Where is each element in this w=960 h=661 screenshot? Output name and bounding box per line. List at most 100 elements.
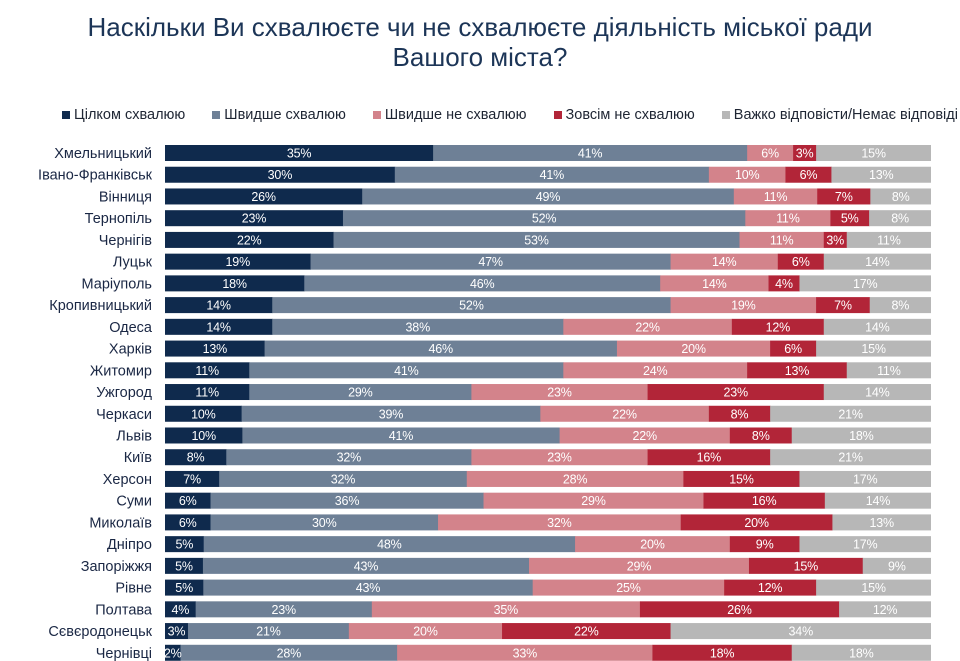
value-number: 8 bbox=[892, 299, 899, 313]
value-label: 11% bbox=[195, 364, 219, 378]
value-label: 12% bbox=[766, 320, 791, 334]
category-label: Львів bbox=[116, 428, 152, 444]
bar-segment-rather-approve bbox=[394, 166, 710, 183]
value-suffix: % bbox=[171, 646, 182, 660]
value-label: 8% bbox=[892, 190, 910, 204]
category-label: Вінниця bbox=[99, 189, 152, 205]
value-number: 15 bbox=[861, 581, 875, 595]
legend-label-rather-approve: Швидше схвалюю bbox=[224, 107, 346, 123]
value-number: 52 bbox=[459, 299, 473, 313]
value-number: 29 bbox=[627, 559, 641, 573]
value-number: 4 bbox=[775, 277, 782, 291]
bar-row: Миколаїв 6% 30% 32% 20% 13% bbox=[89, 514, 931, 531]
value-label: 41% bbox=[540, 168, 565, 182]
value-suffix: % bbox=[867, 472, 878, 486]
value-label: 47% bbox=[478, 255, 503, 269]
bar-segment-rather-approve bbox=[304, 275, 661, 292]
value-suffix: % bbox=[791, 342, 802, 356]
bar-segment-rather-disapprove bbox=[559, 427, 731, 444]
value-number: 7 bbox=[183, 472, 190, 486]
value-suffix: % bbox=[220, 299, 231, 313]
value-number: 36 bbox=[335, 494, 349, 508]
value-number: 5 bbox=[175, 581, 182, 595]
value-suffix: % bbox=[863, 646, 874, 660]
value-label: 18% bbox=[222, 277, 247, 291]
value-number: 29 bbox=[581, 494, 595, 508]
value-suffix: % bbox=[300, 147, 311, 161]
value-number: 11 bbox=[195, 364, 208, 378]
value-number: 11 bbox=[764, 190, 777, 204]
value-label: 14% bbox=[206, 320, 231, 334]
value-suffix: % bbox=[867, 538, 878, 552]
value-label: 32% bbox=[337, 451, 362, 465]
value-label: 8% bbox=[187, 451, 205, 465]
value-suffix: % bbox=[852, 451, 863, 465]
bar-segment-fully-approve bbox=[165, 427, 243, 444]
value-suffix: % bbox=[174, 625, 185, 639]
bar-segment-rather-approve bbox=[203, 536, 576, 553]
bar-segment-fully-disapprove bbox=[729, 427, 793, 444]
value-number: 32 bbox=[331, 472, 345, 486]
value-suffix: % bbox=[526, 646, 537, 660]
category-label: Чернівці bbox=[96, 646, 152, 661]
bar-segment-rather-disapprove bbox=[540, 405, 710, 422]
value-label: 8% bbox=[892, 299, 910, 313]
bar-row: Дніпро 5% 48% 20% 9% 17% bbox=[107, 536, 931, 553]
value-number: 20 bbox=[413, 625, 427, 639]
legend-item-hard-to-say: Важко відповісти/Немає відповіді bbox=[721, 107, 958, 123]
value-label: 8% bbox=[731, 407, 749, 421]
bar-segment-rather-disapprove bbox=[483, 492, 704, 509]
category-label: Ужгород bbox=[96, 385, 152, 401]
bar-segment-fully-approve bbox=[165, 384, 250, 401]
chart-legend: Цілком схвалюю Швидше схвалюю Швидше не … bbox=[62, 107, 958, 123]
value-number: 13 bbox=[785, 364, 799, 378]
bar-segment-rather-disapprove bbox=[708, 166, 786, 183]
legend-swatch-fully-disapprove bbox=[553, 111, 562, 119]
value-label: 41% bbox=[389, 429, 414, 443]
value-label: 13% bbox=[869, 516, 894, 530]
value-suffix: % bbox=[768, 147, 779, 161]
value-suffix: % bbox=[270, 625, 281, 639]
value-label: 19% bbox=[731, 299, 756, 313]
value-number: 35 bbox=[287, 147, 301, 161]
value-suffix: % bbox=[178, 603, 189, 617]
value-suffix: % bbox=[875, 342, 886, 356]
value-label: 3% bbox=[168, 625, 186, 639]
value-suffix: % bbox=[879, 255, 890, 269]
value-number: 46 bbox=[429, 342, 443, 356]
value-label: 20% bbox=[744, 516, 769, 530]
bar-row: Львів 10% 41% 22% 8% 18% bbox=[116, 427, 931, 444]
value-number: 14 bbox=[865, 255, 879, 269]
bar-segment-fully-approve bbox=[165, 601, 197, 618]
value-suffix: % bbox=[419, 320, 430, 334]
value-number: 21 bbox=[256, 625, 270, 639]
bar-segment-fully-disapprove bbox=[823, 231, 848, 248]
value-label: 10% bbox=[735, 168, 760, 182]
value-suffix: % bbox=[576, 472, 587, 486]
value-number: 14 bbox=[702, 277, 716, 291]
value-label: 11% bbox=[770, 233, 794, 247]
bar-segment-rather-approve bbox=[362, 188, 735, 205]
value-label: 26% bbox=[727, 603, 752, 617]
value-suffix: % bbox=[745, 299, 756, 313]
category-label: Івано-Франківськ bbox=[38, 168, 153, 184]
chart-title-line-2: Вашого міста? bbox=[392, 42, 568, 72]
bar-segment-fully-approve bbox=[165, 470, 220, 487]
value-number: 25 bbox=[616, 581, 630, 595]
bar-segment-fully-approve bbox=[165, 340, 265, 357]
bar-segment-hard-to-say bbox=[823, 253, 931, 270]
bar-row: Рівне 5% 43% 25% 12% 15% bbox=[115, 579, 931, 597]
value-number: 9 bbox=[888, 559, 895, 573]
value-number: 3 bbox=[796, 147, 803, 161]
value-number: 19 bbox=[731, 299, 745, 313]
value-number: 22 bbox=[574, 625, 588, 639]
value-label: 3% bbox=[796, 147, 814, 161]
bar-segment-hard-to-say bbox=[870, 188, 931, 205]
bar-segment-fully-disapprove bbox=[652, 644, 793, 661]
value-label: 16% bbox=[752, 494, 777, 508]
value-suffix: % bbox=[281, 168, 292, 182]
value-label: 33% bbox=[513, 646, 538, 660]
value-label: 2% bbox=[164, 646, 182, 660]
value-label: 6% bbox=[179, 494, 197, 508]
value-suffix: % bbox=[205, 429, 216, 443]
